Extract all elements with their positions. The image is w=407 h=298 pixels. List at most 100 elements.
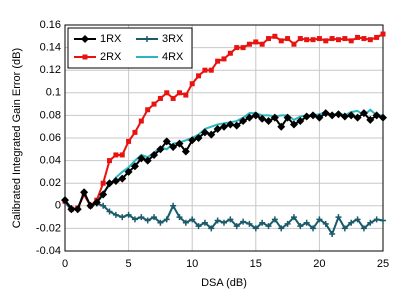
point xyxy=(189,81,195,87)
point xyxy=(119,152,125,158)
point xyxy=(202,67,208,73)
point xyxy=(310,225,317,232)
point xyxy=(86,201,95,210)
point xyxy=(240,218,247,225)
point xyxy=(355,34,361,40)
point xyxy=(340,112,349,121)
point xyxy=(239,117,248,126)
point xyxy=(82,54,88,60)
point xyxy=(156,145,165,154)
point xyxy=(341,225,348,232)
point xyxy=(107,158,113,164)
point xyxy=(188,136,197,145)
y-tick-label: 0.02 xyxy=(40,177,61,189)
point xyxy=(285,36,291,42)
point xyxy=(196,73,202,79)
point xyxy=(278,225,285,232)
legend-label: 4RX xyxy=(162,51,184,63)
y-tick-label: -0.02 xyxy=(36,222,61,234)
y-tick-label: 0.12 xyxy=(40,64,61,76)
point xyxy=(259,219,266,226)
legend-label: 2RX xyxy=(100,51,122,63)
y-tick-label: -0.04 xyxy=(36,245,61,257)
point xyxy=(322,220,329,227)
point xyxy=(200,128,209,137)
point xyxy=(291,41,297,47)
point xyxy=(335,214,342,221)
point xyxy=(213,124,222,133)
point xyxy=(100,202,107,209)
y-axis-title: Calibrated Integrated Gain Error (dB) xyxy=(11,48,23,228)
point xyxy=(240,45,246,51)
point xyxy=(125,211,132,218)
point xyxy=(328,111,337,120)
point xyxy=(297,223,304,230)
plot-frame xyxy=(64,24,384,252)
x-tick-label: 10 xyxy=(186,258,198,270)
point xyxy=(215,58,221,64)
point xyxy=(310,37,316,43)
y-tick-label: 0.16 xyxy=(40,19,61,31)
point xyxy=(176,214,183,221)
point xyxy=(374,34,380,40)
point xyxy=(367,219,374,226)
point xyxy=(162,137,171,146)
point xyxy=(92,198,101,207)
point xyxy=(278,38,284,44)
point xyxy=(181,147,190,156)
point xyxy=(316,36,322,42)
point xyxy=(100,180,106,186)
point xyxy=(359,109,368,118)
y-tick-label: 0.14 xyxy=(40,42,61,54)
point xyxy=(130,162,139,171)
point xyxy=(348,38,354,44)
y-tick-label: 0.08 xyxy=(40,109,61,121)
point xyxy=(226,120,235,129)
point xyxy=(113,152,119,158)
point xyxy=(106,208,113,215)
legend-label: 1RX xyxy=(100,33,122,45)
point xyxy=(67,205,76,214)
point xyxy=(335,37,341,43)
y-tick-label: 0 xyxy=(55,200,61,212)
point xyxy=(145,107,151,113)
point xyxy=(265,223,272,230)
point xyxy=(347,111,356,120)
point xyxy=(321,109,330,118)
point xyxy=(137,154,146,163)
point xyxy=(170,202,177,209)
point xyxy=(302,112,311,121)
point xyxy=(334,110,343,119)
point xyxy=(151,214,158,221)
point xyxy=(207,130,216,139)
point xyxy=(342,36,348,42)
point xyxy=(272,33,278,39)
point xyxy=(252,225,259,232)
point xyxy=(194,134,203,142)
point xyxy=(380,217,386,224)
point xyxy=(227,50,233,56)
point xyxy=(220,122,228,131)
point xyxy=(80,188,89,197)
point xyxy=(284,220,291,227)
point xyxy=(234,45,240,51)
point xyxy=(163,216,170,223)
point xyxy=(258,114,267,123)
point xyxy=(329,36,335,42)
y-tick-label: 0.06 xyxy=(40,132,61,144)
point xyxy=(266,36,272,42)
point xyxy=(195,223,202,230)
point xyxy=(61,196,69,205)
point xyxy=(360,225,367,232)
point xyxy=(270,113,279,122)
point xyxy=(201,219,208,226)
point xyxy=(105,179,114,188)
point xyxy=(304,37,310,43)
point xyxy=(118,174,127,183)
point xyxy=(271,216,278,223)
point xyxy=(373,216,380,223)
point xyxy=(289,120,298,129)
point xyxy=(315,113,324,122)
point xyxy=(138,118,144,124)
